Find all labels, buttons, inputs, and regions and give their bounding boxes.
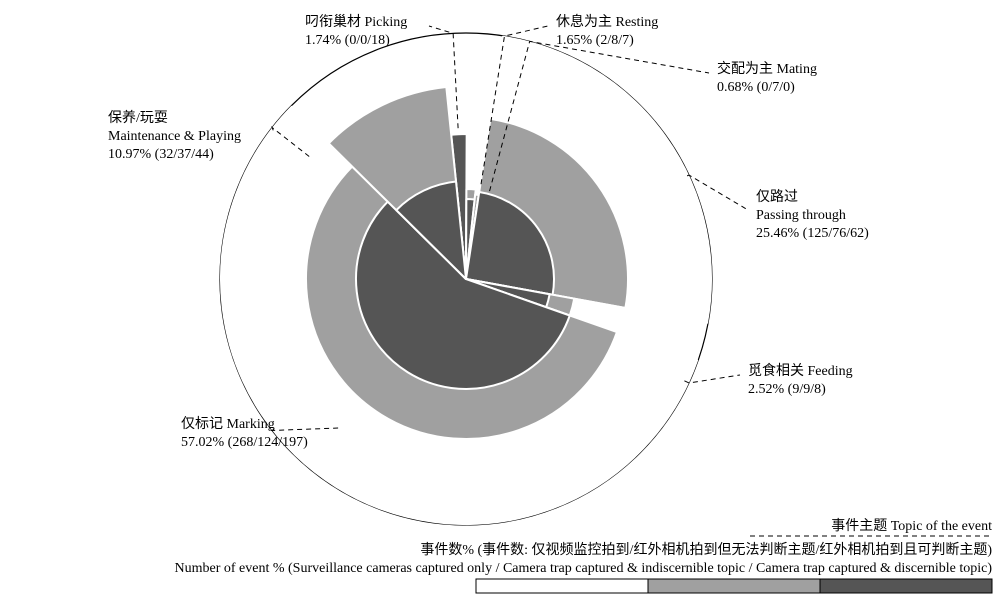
label-maintenance-line-2: 10.97% (32/37/44)	[108, 147, 214, 162]
label-passing-line-1: Passing through	[756, 208, 846, 223]
label-maintenance-line-0: 保养/玩耍	[108, 110, 168, 126]
caption-cn: 事件数% (事件数: 仅视频监控拍到/红外相机拍到但无法判断主题/红外相机拍到且…	[420, 542, 992, 558]
label-mating-line-0: 交配为主 Mating	[717, 60, 817, 77]
label-passing-line-0: 仅路过	[756, 189, 798, 205]
legend-swatch-2	[820, 579, 992, 593]
label-resting-line-1: 1.65% (2/8/7)	[556, 33, 634, 48]
label-marking-line-1: 57.02% (268/124/197)	[181, 435, 308, 450]
caption-en: Number of event % (Surveillance cameras …	[174, 561, 992, 576]
label-marking-line-0: 仅标记 Marking	[181, 416, 275, 432]
legend-swatch-0	[476, 579, 648, 593]
legend-swatch-1	[648, 579, 820, 593]
label-feeding-line-1: 2.52% (9/9/8)	[748, 382, 826, 397]
label-picking-line-1: 1.74% (0/0/18)	[305, 33, 390, 48]
label-resting-line-0: 休息为主 Resting	[556, 13, 658, 30]
caption-topic-label: 事件主题 Topic of the event	[831, 518, 992, 534]
label-picking-line-0: 叼衔巢材 Picking	[305, 14, 407, 30]
label-maintenance-line-1: Maintenance & Playing	[108, 129, 241, 144]
label-feeding-line-0: 觅食相关 Feeding	[748, 362, 853, 379]
label-mating-line-1: 0.68% (0/7/0)	[717, 80, 795, 95]
label-passing-line-2: 25.46% (125/76/62)	[756, 226, 869, 241]
leader-feeding	[684, 375, 740, 383]
